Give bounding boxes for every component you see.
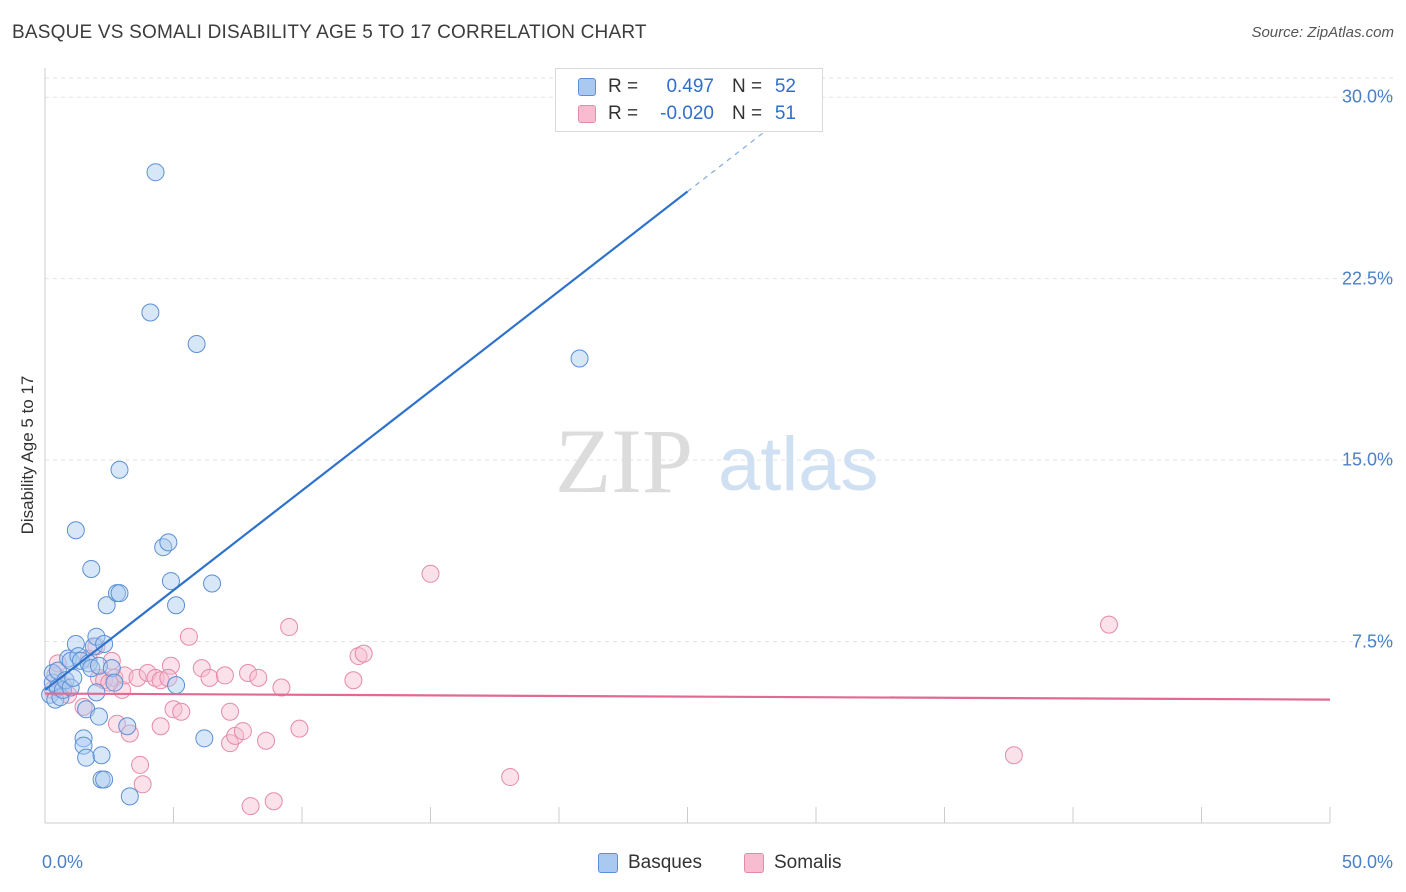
legend-swatch-somalis bbox=[743, 853, 764, 873]
somali-point bbox=[264, 792, 283, 811]
somali-point bbox=[272, 678, 291, 697]
y-tick-label: 22.5% bbox=[1341, 268, 1393, 289]
x-tick-label: 50.0% bbox=[1341, 852, 1393, 872]
somali-point bbox=[290, 719, 309, 738]
basque-point bbox=[77, 748, 96, 767]
y-tick-label: 7.5% bbox=[1351, 631, 1393, 652]
basque-point bbox=[95, 770, 114, 789]
somali-point bbox=[172, 702, 191, 721]
basque-point bbox=[203, 574, 222, 593]
somali-point bbox=[501, 768, 520, 787]
basque-point bbox=[159, 533, 178, 552]
basque-point bbox=[97, 596, 116, 615]
somali-point bbox=[146, 668, 165, 687]
basque-point bbox=[105, 673, 124, 692]
watermark-atlas: atlas bbox=[718, 422, 879, 507]
series-legend: Basques Somalis bbox=[598, 852, 884, 874]
somalis-trendline bbox=[44, 692, 1331, 701]
somali-point bbox=[249, 668, 268, 687]
axes bbox=[44, 68, 1331, 824]
legend-row-basques: R = 0.497 N = 52 bbox=[578, 75, 796, 99]
basque-point bbox=[118, 717, 137, 736]
legend-n-label: N = bbox=[732, 103, 763, 124]
somali-point bbox=[354, 644, 373, 663]
somali-point bbox=[179, 627, 198, 646]
basque-point bbox=[167, 676, 186, 695]
basque-point bbox=[167, 596, 186, 615]
somali-point bbox=[159, 668, 178, 687]
grid-lines bbox=[45, 77, 1393, 643]
watermark-zip: ZIP bbox=[555, 410, 693, 512]
somali-point bbox=[280, 618, 299, 637]
somali-point bbox=[1004, 746, 1023, 765]
somali-point bbox=[1099, 615, 1118, 634]
legend-n-label: N = bbox=[732, 76, 763, 97]
somalis-points bbox=[43, 564, 1118, 816]
basque-point bbox=[66, 521, 85, 540]
legend-r-value: -0.020 bbox=[660, 103, 714, 124]
legend-n-value: 51 bbox=[774, 103, 796, 124]
basque-point bbox=[161, 572, 180, 591]
basque-point bbox=[74, 729, 93, 748]
legend-item-somalis[interactable]: Somalis bbox=[743, 852, 842, 874]
somali-point bbox=[233, 722, 252, 741]
basques-trendline-extension bbox=[687, 111, 791, 193]
legend-row-somalis: R = -0.020 N = 51 bbox=[578, 102, 796, 126]
basque-point bbox=[141, 303, 160, 322]
somali-point bbox=[257, 731, 276, 750]
basque-point bbox=[120, 787, 139, 806]
somali-point bbox=[349, 647, 368, 666]
basque-point bbox=[110, 584, 129, 603]
somali-point bbox=[133, 775, 152, 794]
somali-point bbox=[221, 702, 240, 721]
basques-trendline bbox=[44, 190, 689, 691]
legend-item-basques[interactable]: Basques bbox=[598, 852, 702, 874]
legend-r-label: R = bbox=[608, 76, 639, 97]
somali-point bbox=[131, 755, 150, 774]
basque-point bbox=[195, 729, 214, 748]
y-tick-label: 30.0% bbox=[1341, 86, 1393, 107]
somali-point bbox=[151, 717, 170, 736]
watermark: ZIP atlas bbox=[555, 410, 879, 512]
basque-point bbox=[87, 683, 106, 702]
legend-r-label: R = bbox=[608, 103, 639, 124]
legend-label-somalis: Somalis bbox=[773, 852, 842, 873]
basque-point bbox=[570, 349, 589, 368]
basque-point bbox=[110, 460, 129, 479]
basque-point bbox=[92, 746, 111, 765]
somali-point bbox=[100, 673, 119, 692]
basque-point bbox=[87, 627, 106, 646]
legend-swatch-basques bbox=[578, 78, 596, 96]
somali-point bbox=[128, 668, 147, 687]
basque-point bbox=[89, 707, 108, 726]
basque-point bbox=[154, 538, 173, 557]
somali-point bbox=[241, 797, 260, 816]
chart-title: BASQUE VS SOMALI DISABILITY AGE 5 TO 17 … bbox=[12, 22, 647, 43]
y-tick-label: 15.0% bbox=[1341, 449, 1393, 470]
somali-point bbox=[239, 664, 258, 682]
legend-n-value: 52 bbox=[774, 76, 796, 97]
somali-point bbox=[74, 697, 93, 716]
somali-point bbox=[344, 671, 363, 690]
basques-points bbox=[41, 163, 589, 806]
legend-label-basques: Basques bbox=[628, 852, 702, 873]
somali-point bbox=[421, 564, 440, 583]
somali-point bbox=[200, 668, 219, 687]
legend-swatch-basques bbox=[598, 853, 618, 873]
somali-point bbox=[120, 724, 139, 743]
x-tick-label: 0.0% bbox=[42, 852, 84, 872]
basque-point bbox=[82, 559, 101, 578]
correlation-legend: R = 0.497 N = 52 R = -0.020 N = 51 bbox=[555, 68, 823, 132]
somali-point bbox=[192, 659, 211, 678]
legend-swatch-somalis bbox=[578, 105, 596, 123]
basque-point bbox=[102, 659, 121, 678]
trendlines bbox=[44, 111, 1331, 701]
legend-r-value: 0.497 bbox=[666, 76, 714, 97]
basque-point bbox=[187, 334, 206, 353]
chart-source: Source: ZipAtlas.com bbox=[1251, 24, 1394, 41]
somali-point bbox=[215, 666, 234, 685]
basque-point bbox=[146, 163, 165, 182]
